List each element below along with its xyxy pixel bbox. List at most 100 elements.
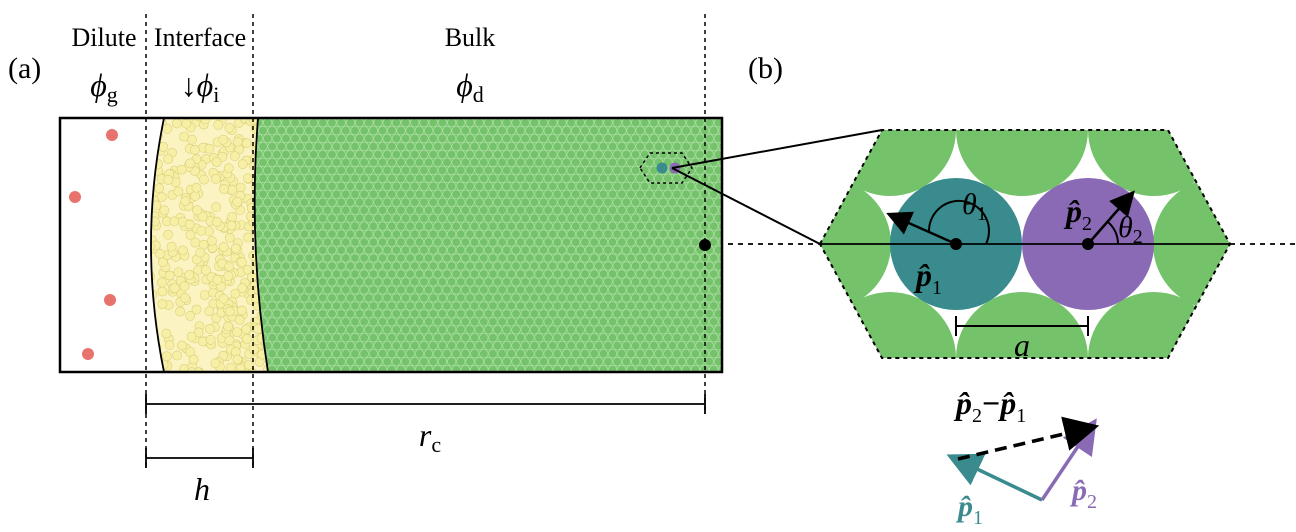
bulk-particle: [690, 237, 701, 247]
bulk-particle: [262, 165, 273, 176]
bulk-particle: [451, 221, 461, 231]
bulk-particle: [382, 213, 392, 223]
bulk-particle: [428, 277, 438, 287]
bulk-particle: [331, 301, 342, 311]
bulk-particle: [640, 229, 650, 239]
bulk-particle: [410, 309, 420, 319]
bulk-particle: [704, 197, 714, 208]
interface-particle: [247, 272, 257, 282]
bulk-particle: [676, 245, 687, 255]
bulk-particle: [295, 285, 305, 295]
bulk-particle: [520, 181, 530, 192]
bulk-particle: [649, 325, 659, 335]
interface-particle: [151, 274, 152, 285]
bulk-particle: [557, 213, 567, 223]
bulk-particle: [552, 301, 563, 311]
interface-particle: [177, 340, 187, 351]
bulk-particle: [281, 133, 291, 144]
bulk-particle: [474, 118, 484, 128]
bulk-particle: [276, 125, 287, 136]
bulk-particle: [451, 269, 461, 279]
bulk-particle: [465, 245, 475, 255]
bulk-particle: [341, 285, 351, 295]
bulk-particle: [561, 237, 572, 247]
bulk-particle: [506, 205, 517, 215]
bulk-particle: [520, 277, 530, 287]
bulk-particle: [345, 165, 356, 176]
bulk-particle: [538, 325, 549, 335]
bulk-particle: [331, 317, 342, 327]
bulk-particle: [295, 333, 305, 343]
bulk-particle: [617, 269, 627, 279]
bulk-particle: [676, 277, 687, 287]
bulk-particle: [626, 285, 636, 295]
bulk-particle: [515, 205, 526, 215]
bulk-particle: [676, 181, 687, 192]
bulk-particle: [345, 341, 356, 351]
phi-i-symbol: ϕ: [197, 67, 214, 103]
bulk-particle: [456, 197, 466, 208]
bulk-particle: [502, 118, 512, 128]
bulk-particle: [607, 269, 618, 279]
interface-particle: [163, 154, 174, 164]
bulk-particle: [497, 221, 507, 231]
bulk-particle: [617, 317, 627, 327]
bulk-particle: [396, 221, 406, 231]
interface-particle: [218, 293, 229, 304]
bulk-particle: [621, 229, 632, 239]
bulk-particle: [295, 189, 305, 200]
bulk-particle: [534, 349, 544, 359]
bulk-particle: [713, 309, 722, 319]
bulk-particle: [704, 213, 714, 223]
bulk-particle: [686, 341, 696, 351]
bulk-particle: [304, 237, 314, 247]
bulk-particle: [359, 253, 369, 263]
bulk-particle: [391, 213, 402, 223]
bulk-particle: [676, 293, 687, 303]
bulk-particle: [561, 221, 572, 231]
bulk-particle: [304, 317, 314, 327]
bulk-particle: [492, 293, 503, 303]
interface-particle: [135, 147, 144, 156]
bulk-particle: [382, 356, 392, 367]
bulk-particle: [318, 213, 328, 223]
dilute-label: Dilute: [72, 23, 137, 52]
bulk-particle: [341, 349, 351, 359]
bulk-particle: [598, 157, 609, 168]
bulk-particle: [630, 261, 641, 271]
bulk-particle: [446, 133, 457, 144]
bulk-particle: [617, 189, 627, 200]
bulk-particle: [272, 293, 282, 303]
bulk-particle: [423, 205, 434, 215]
bulk-particle: [548, 245, 558, 255]
bulk-particle: [336, 341, 346, 351]
bulk-particle: [649, 245, 659, 255]
bulk-particle: [580, 221, 590, 231]
bulk-particle: [419, 356, 429, 367]
bulk-particle: [502, 133, 512, 144]
bulk-particle: [520, 309, 530, 319]
bulk-particle: [548, 181, 558, 192]
bulk-particle: [511, 356, 521, 367]
bulk-particle: [607, 125, 618, 136]
bulk-particle: [492, 245, 503, 255]
bulk-particle: [433, 349, 443, 359]
bulk-particle: [649, 293, 659, 303]
bulk-particle: [621, 133, 632, 144]
bulk-particle: [690, 205, 701, 215]
bulk-particle: [713, 133, 722, 144]
bulk-particle: [561, 205, 572, 215]
bulk-particle: [313, 349, 323, 359]
bulk-particle: [557, 118, 567, 128]
bulk-particle: [387, 125, 397, 136]
bulk-particle: [368, 317, 379, 327]
bulk-particle: [396, 253, 406, 263]
bulk-particle: [488, 301, 498, 311]
bulk-particle: [649, 341, 659, 351]
bulk-particle: [322, 205, 333, 215]
bulk-particle: [672, 141, 682, 152]
interface-particle: [185, 158, 196, 169]
bulk-particle: [410, 277, 420, 287]
bulk-particle: [410, 341, 420, 351]
bulk-particle: [663, 237, 673, 247]
